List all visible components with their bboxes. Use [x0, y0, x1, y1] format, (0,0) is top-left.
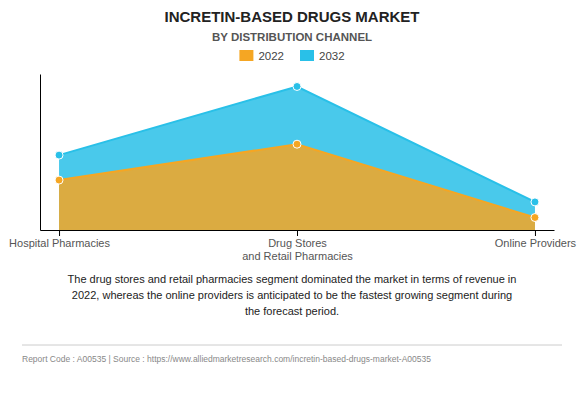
- x-tick-mark: [535, 230, 536, 236]
- legend-label: 2032: [319, 50, 345, 62]
- x-tick-mark: [297, 230, 298, 236]
- plot: Hospital Pharmacies Drug Storesand Retail…: [9, 75, 577, 263]
- marks: [55, 82, 539, 230]
- legend-label: 2022: [258, 50, 284, 62]
- line: [59, 86, 535, 201]
- y-axis: [40, 75, 41, 231]
- line: [59, 144, 535, 217]
- legend: 2022 2032: [239, 50, 344, 62]
- x-tick-label: Drug Storesand Retail Pharmacies: [242, 237, 353, 262]
- point: [293, 82, 301, 90]
- description: The drug stores and retail pharmacies se…: [68, 273, 517, 317]
- footer: Report Code : A00535 | Source : https://…: [22, 354, 431, 364]
- x-tick-label: Hospital Pharmacies: [9, 237, 110, 249]
- legend-item: 2032: [300, 50, 345, 62]
- point: [531, 198, 539, 206]
- legend-swatch: [239, 50, 253, 61]
- x-tick: Online Providers: [495, 230, 577, 249]
- footer-separator: [22, 345, 562, 346]
- chart: INCRETIN-BASED DRUGS MARKET BY DISTRIBUTI…: [0, 0, 584, 395]
- area: [59, 144, 535, 230]
- point: [55, 176, 63, 184]
- point: [55, 151, 63, 159]
- x-tick-label: Online Providers: [495, 237, 577, 249]
- title: INCRETIN-BASED DRUGS MARKET: [165, 8, 420, 25]
- x-tick: Drug Storesand Retail Pharmacies: [242, 230, 353, 262]
- point: [531, 214, 539, 222]
- legend-item: 2022: [239, 50, 284, 62]
- legend-swatch: [300, 50, 314, 61]
- x-tick: Hospital Pharmacies: [9, 230, 110, 249]
- subtitle: BY DISTRIBUTION CHANNEL: [212, 31, 372, 43]
- x-tick-mark: [59, 230, 60, 236]
- point: [293, 140, 301, 148]
- y-axis-line: [40, 75, 41, 231]
- x-axis: Hospital Pharmacies Drug Storesand Retail…: [9, 230, 577, 262]
- area: [59, 86, 535, 230]
